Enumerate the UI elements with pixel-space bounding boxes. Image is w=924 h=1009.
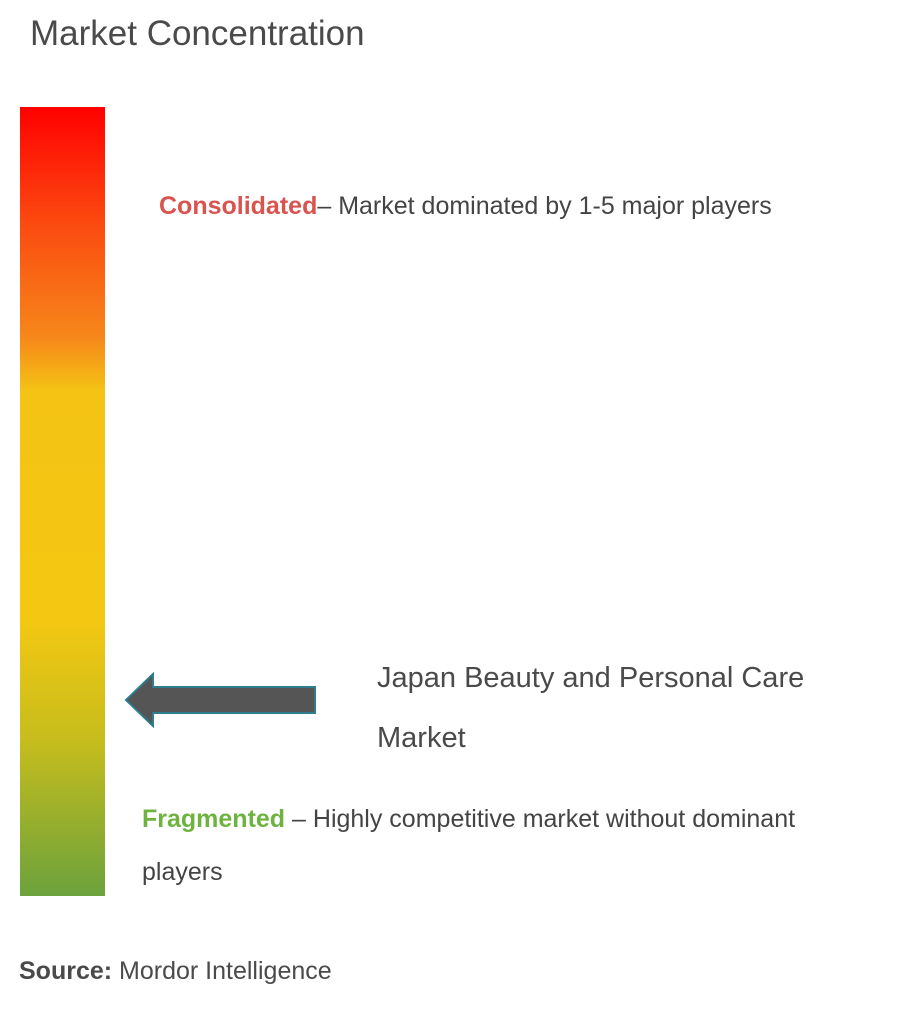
concentration-gradient-bar	[20, 107, 105, 896]
source-value: Mordor Intelligence	[112, 957, 332, 985]
market-name-label: Japan Beauty and Personal Care Market	[377, 662, 805, 754]
fragmented-legend: Fragmented – Highly competitive market w…	[142, 793, 882, 899]
left-arrow-icon	[124, 671, 316, 729]
arrow-shape	[124, 671, 316, 729]
page-title: Market Concentration	[30, 14, 365, 53]
consolidated-legend: Consolidated– Market dominated by 1-5 ma…	[159, 192, 772, 221]
fragmented-term: Fragmented	[142, 805, 286, 833]
source-line: Source: Mordor Intelligence	[19, 957, 332, 986]
source-label: Source:	[19, 957, 113, 985]
consolidated-description: – Market dominated by 1-5 major players	[317, 192, 772, 220]
consolidated-term: Consolidated	[159, 192, 318, 220]
fragmented-description: – Highly competitive market without domi…	[142, 805, 796, 886]
